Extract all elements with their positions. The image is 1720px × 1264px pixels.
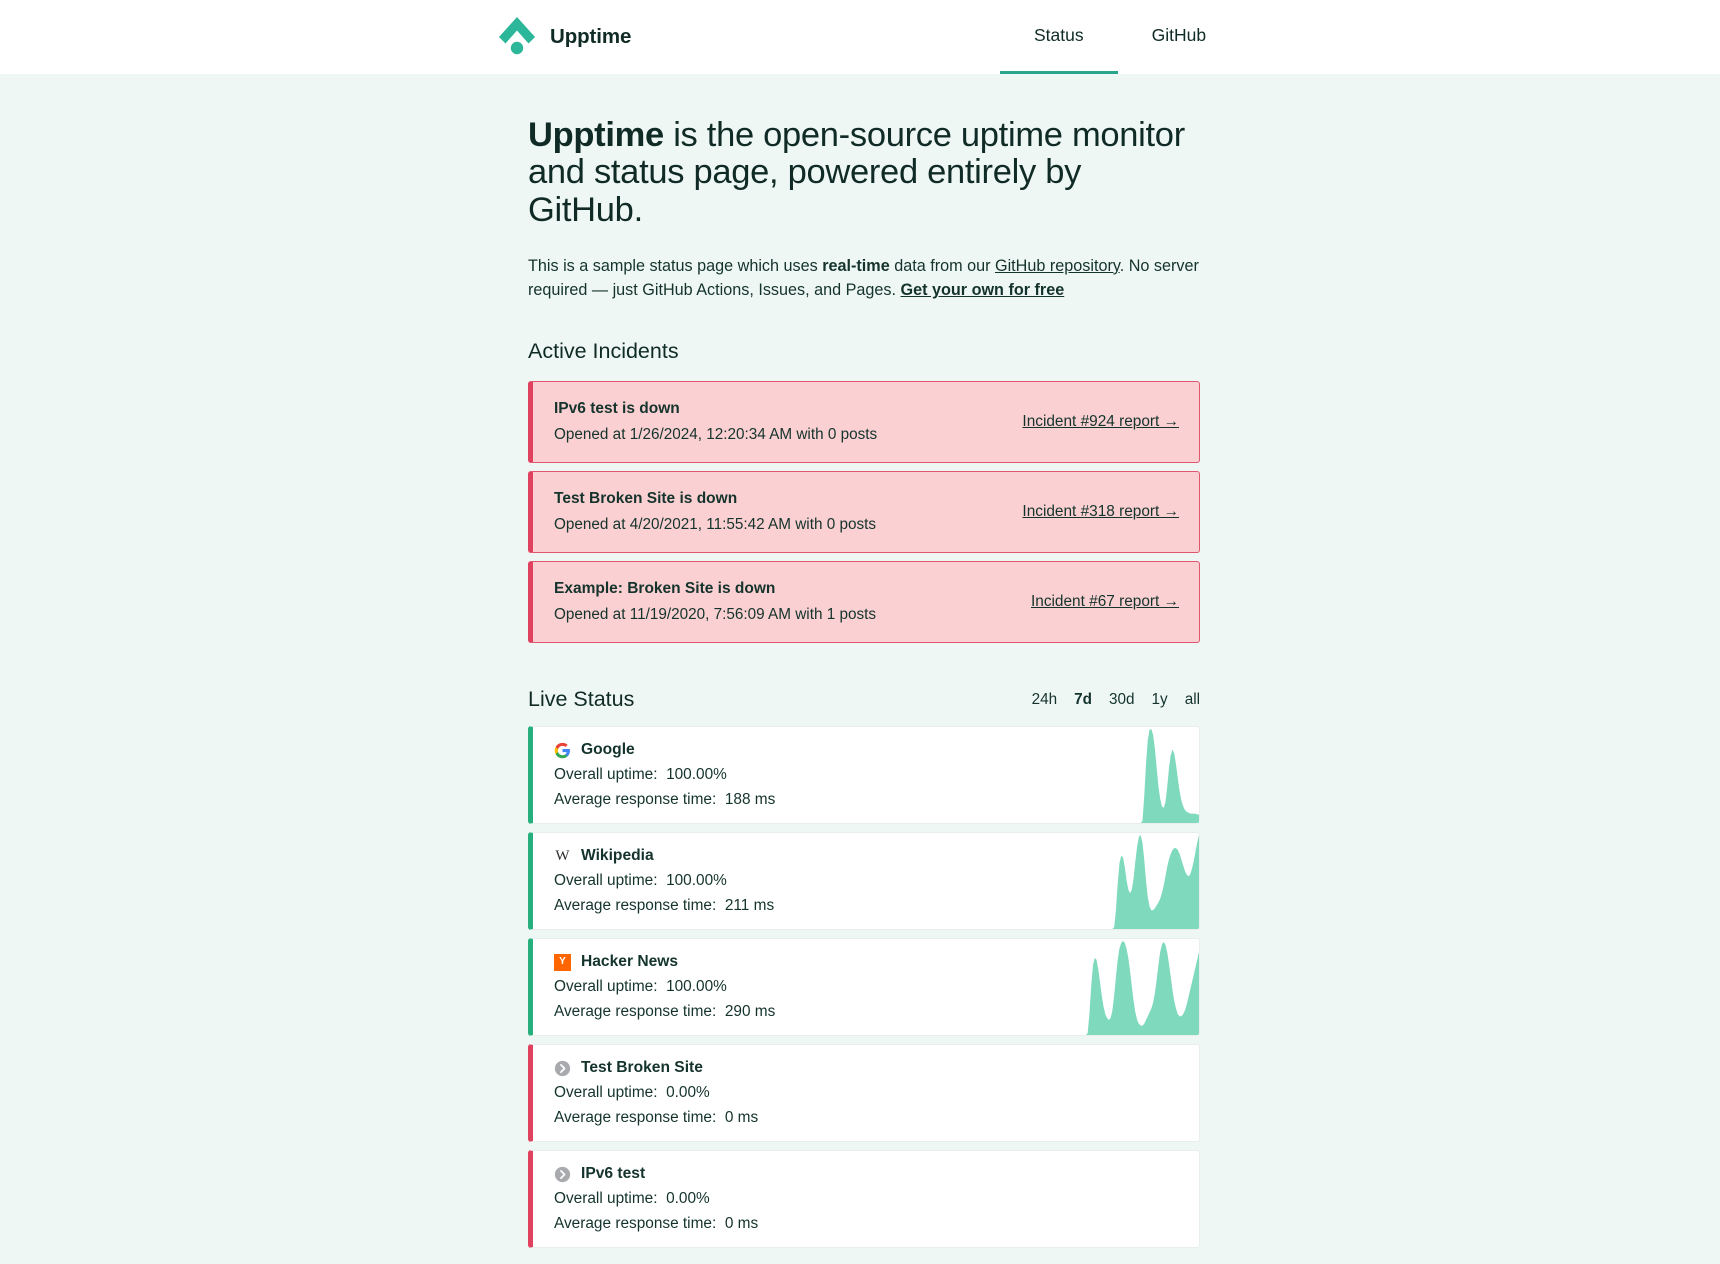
monitor-card[interactable]: Google Overall uptime: 100.00% Average res…: [528, 726, 1200, 824]
monitor-card[interactable]: Test Broken Site Overall uptime: 0.00% Ave…: [528, 1044, 1200, 1142]
monitor-title-row: Y Hacker News: [554, 953, 775, 971]
range-filter-1y[interactable]: 1y: [1151, 691, 1168, 708]
response-value: 211 ms: [724, 897, 775, 914]
content-column: Upptime is the open-source uptime monito…: [528, 74, 1200, 1248]
incident-meta: Opened at 11/19/2020, 7:56:09 AM with 1 …: [554, 605, 877, 623]
monitor-card[interactable]: Y Hacker News Overall uptime: 100.00% Avera…: [528, 938, 1200, 1036]
monitor-title-row: IPv6 test: [554, 1165, 758, 1183]
incident-card[interactable]: Test Broken Site is down Opened at 4/20/…: [528, 471, 1200, 553]
monitor-response-time: Average response time: 0 ms: [554, 1109, 758, 1127]
monitor-response-time: Average response time: 290 ms: [554, 1003, 775, 1021]
uptime-value: 100.00%: [666, 766, 727, 783]
generic-chevron-icon: [554, 1060, 571, 1076]
lede-text-3: . No server required — just GitHub Actio…: [528, 256, 1199, 300]
incident-report-link[interactable]: Incident #924 report →: [1022, 412, 1179, 430]
wikipedia-w-icon: W: [555, 847, 570, 864]
range-filter-30d[interactable]: 30d: [1109, 691, 1135, 708]
incident-title: IPv6 test is down: [554, 399, 680, 417]
uptime-label: Overall uptime:: [554, 766, 658, 783]
lede-text-2: data from our: [889, 256, 995, 275]
monitor-uptime: Overall uptime: 0.00%: [554, 1084, 758, 1102]
range-filter-all[interactable]: all: [1184, 691, 1200, 708]
lede-bold-realtime: real-time: [822, 256, 890, 275]
upptime-chevron-logo-icon: [499, 17, 535, 55]
nav-tab-github[interactable]: GitHub: [1151, 25, 1207, 45]
monitor-name: Test Broken Site: [581, 1059, 703, 1076]
response-value: 0 ms: [724, 1109, 759, 1126]
response-value: 290 ms: [724, 1003, 776, 1020]
response-time-sparkline: [1047, 939, 1199, 1035]
brand[interactable]: Upptime: [497, 0, 631, 74]
incident-card[interactable]: IPv6 test is down Opened at 1/26/2024, 1…: [528, 381, 1200, 463]
google-g-icon: [554, 742, 570, 758]
monitor-card-list: Google Overall uptime: 100.00% Average res…: [528, 726, 1200, 1248]
hackernews-y-icon: Y: [554, 953, 571, 971]
incident-title: Test Broken Site is down: [554, 489, 738, 507]
live-status-heading: Live Status: [528, 687, 635, 711]
active-incidents-list: IPv6 test is down Opened at 1/26/2024, 1…: [528, 381, 1200, 643]
range-filter-7d[interactable]: 7d: [1074, 691, 1092, 708]
monitor-response-time: Average response time: 188 ms: [554, 791, 775, 809]
brand-name: Upptime: [550, 25, 632, 48]
monitor-uptime: Overall uptime: 100.00%: [554, 978, 775, 996]
uptime-value: 100.00%: [666, 872, 727, 889]
response-value: 0 ms: [724, 1215, 759, 1232]
uptime-label: Overall uptime:: [554, 1084, 658, 1101]
monitor-name: Wikipedia: [581, 847, 654, 864]
lede-text-1: This is a sample status page which uses: [528, 256, 823, 275]
incident-card[interactable]: Example: Broken Site is down Opened at 1…: [528, 561, 1200, 643]
incident-title: Example: Broken Site is down: [554, 579, 776, 597]
nav-tab-status[interactable]: Status: [1000, 0, 1118, 74]
monitor-response-time: Average response time: 211 ms: [554, 897, 774, 915]
response-time-sparkline: [1047, 727, 1199, 823]
monitor-uptime: Overall uptime: 100.00%: [554, 872, 774, 890]
monitor-name: IPv6 test: [581, 1165, 646, 1182]
page-title-rest: is the open-source uptime monitor and st…: [528, 116, 1185, 229]
monitor-card[interactable]: W Wikipedia Overall uptime: 100.00% Average…: [528, 832, 1200, 930]
incident-report-link[interactable]: Incident #318 report →: [1022, 502, 1179, 520]
uptime-value: 100.00%: [666, 978, 727, 995]
incident-meta: Opened at 1/26/2024, 12:20:34 AM with 0 …: [554, 425, 878, 443]
time-range-filters: 24h 7d 30d 1y all: [1032, 691, 1200, 712]
monitor-name: Hacker News: [581, 953, 679, 970]
monitor-card[interactable]: IPv6 test Overall uptime: 0.00% Average re…: [528, 1150, 1200, 1248]
uptime-label: Overall uptime:: [554, 978, 658, 995]
live-status-header: Live Status 24h 7d 30d 1y all: [528, 687, 1200, 712]
monitor-uptime: Overall uptime: 100.00%: [554, 766, 775, 784]
uptime-value: 0.00%: [666, 1190, 710, 1207]
response-label: Average response time:: [554, 791, 717, 808]
response-value: 188 ms: [724, 791, 776, 808]
incident-report-link[interactable]: Incident #67 report →: [1030, 592, 1179, 610]
uptime-value: 0.00%: [666, 1084, 710, 1101]
response-label: Average response time:: [554, 1109, 717, 1126]
github-repository-link[interactable]: GitHub repository: [994, 256, 1120, 275]
monitor-title-row: Test Broken Site: [554, 1059, 758, 1077]
uptime-label: Overall uptime:: [554, 1190, 658, 1207]
monitor-title-row: Google: [554, 741, 775, 759]
range-filter-24h[interactable]: 24h: [1031, 691, 1058, 708]
monitor-response-time: Average response time: 0 ms: [554, 1215, 758, 1233]
response-time-sparkline: [1047, 833, 1199, 929]
incident-meta: Opened at 4/20/2021, 11:55:42 AM with 0 …: [554, 515, 877, 533]
top-navigation-bar: Upptime Status GitHub: [0, 0, 1720, 74]
main-nav: Status GitHub: [1000, 0, 1240, 74]
active-incidents-heading: Active Incidents: [528, 339, 679, 363]
monitor-name: Google: [581, 741, 635, 758]
uptime-label: Overall uptime:: [554, 872, 658, 889]
response-label: Average response time:: [554, 1215, 717, 1232]
monitor-title-row: W Wikipedia: [554, 847, 774, 865]
page-title-brand: Upptime: [528, 116, 664, 154]
get-your-own-link[interactable]: Get your own for free: [900, 281, 1065, 300]
monitor-uptime: Overall uptime: 0.00%: [554, 1190, 758, 1208]
page-title: Upptime is the open-source uptime monito…: [528, 116, 1200, 229]
response-label: Average response time:: [554, 1003, 717, 1020]
response-label: Average response time:: [554, 897, 717, 914]
page-subtitle: This is a sample status page which uses …: [528, 254, 1200, 303]
generic-chevron-icon: [554, 1166, 571, 1182]
